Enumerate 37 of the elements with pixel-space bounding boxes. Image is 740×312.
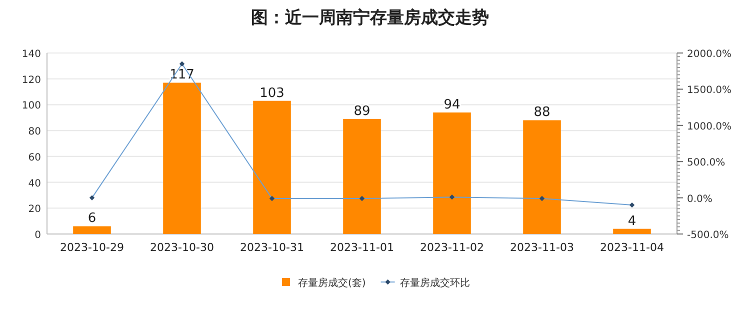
y-tick-label: 80 [28, 126, 41, 138]
y-tick-label: 140 [22, 49, 41, 60]
chart-title: 图：近一周南宁存量房成交走势 [251, 8, 489, 28]
y2-tick-label: -500.0% [687, 230, 729, 241]
y-tick-label: 60 [28, 152, 41, 164]
x-tick-label: 2023-10-29 [60, 241, 124, 254]
bar [613, 228, 651, 234]
bar [73, 226, 111, 234]
x-tick-label: 2023-11-04 [600, 241, 664, 254]
x-tick-label: 2023-10-30 [150, 241, 214, 254]
y-tick-label: 20 [28, 204, 41, 216]
x-tick-label: 2023-11-03 [510, 241, 574, 254]
y2-tick-label: 1000.0% [687, 121, 732, 132]
bar [343, 118, 381, 234]
y-tick-label: 100 [22, 100, 41, 112]
y-tick-label: 0 [34, 230, 41, 241]
legend-label: 存量房成交环比 [400, 277, 470, 289]
bar [163, 82, 201, 234]
y-tick-label: 40 [28, 178, 41, 190]
legend-label: 存量房成交(套) [298, 277, 366, 289]
bar [433, 112, 471, 234]
y2-tick-label: 500.0% [687, 158, 726, 169]
x-tick-label: 2023-11-01 [330, 241, 394, 254]
bar [523, 120, 561, 234]
y2-tick-label: 0.0% [687, 194, 712, 205]
data-label: 4 [628, 214, 636, 229]
data-label: 89 [354, 104, 370, 119]
data-label: 88 [534, 105, 550, 120]
data-label: 103 [260, 86, 284, 101]
data-label: 6 [88, 211, 96, 226]
bar [253, 100, 291, 234]
y-tick-label: 120 [22, 74, 41, 86]
y2-tick-label: 2000.0% [687, 49, 732, 60]
data-label: 94 [444, 97, 460, 112]
x-tick-label: 2023-10-31 [240, 241, 304, 254]
y2-tick-label: 1500.0% [687, 85, 732, 96]
x-tick-label: 2023-11-02 [420, 241, 484, 254]
